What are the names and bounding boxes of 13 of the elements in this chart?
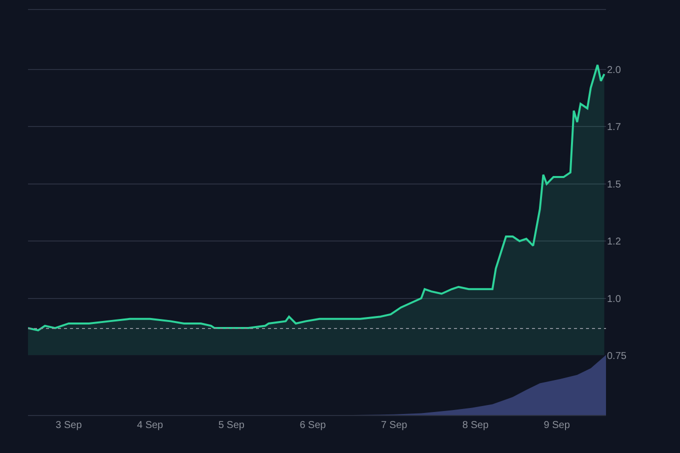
- y-tick-label: 1.2: [607, 236, 622, 248]
- x-tick-label: 5 Sep: [218, 420, 245, 431]
- x-tick-label: 7 Sep: [381, 420, 408, 431]
- y-tick-label: 2.0: [607, 64, 622, 76]
- x-tick-label: 3 Sep: [56, 420, 82, 431]
- y-tick-label: 0.75: [607, 351, 627, 362]
- y-tick-label: 1.0: [607, 294, 622, 305]
- x-tick-label: 8 Sep: [462, 420, 489, 431]
- x-tick-label: 9 Sep: [544, 420, 570, 431]
- y-tick-label: 1.5: [607, 179, 622, 190]
- x-tick-label: 6 Sep: [300, 420, 326, 431]
- x-tick-label: 4 Sep: [136, 420, 164, 431]
- y-tick-label: 1.7: [607, 122, 622, 134]
